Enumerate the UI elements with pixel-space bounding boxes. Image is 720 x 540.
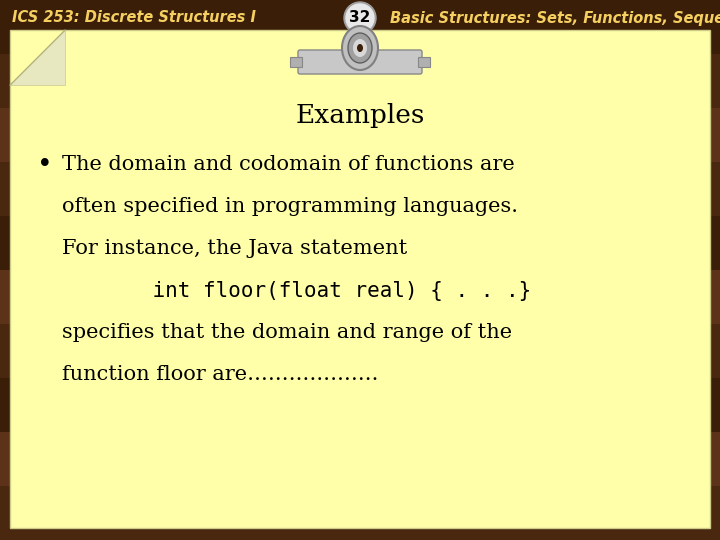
FancyBboxPatch shape — [0, 54, 720, 108]
Polygon shape — [10, 30, 65, 85]
FancyBboxPatch shape — [0, 432, 720, 486]
FancyBboxPatch shape — [0, 108, 720, 162]
Text: 32: 32 — [349, 10, 371, 25]
Ellipse shape — [348, 33, 372, 63]
FancyBboxPatch shape — [290, 57, 302, 67]
FancyBboxPatch shape — [0, 324, 720, 378]
Text: The domain and codomain of functions are: The domain and codomain of functions are — [62, 156, 515, 174]
Text: Examples: Examples — [295, 103, 425, 127]
Ellipse shape — [357, 44, 363, 52]
Circle shape — [344, 2, 376, 34]
FancyBboxPatch shape — [0, 270, 720, 324]
FancyBboxPatch shape — [10, 30, 710, 528]
Text: specifies that the domain and range of the: specifies that the domain and range of t… — [62, 323, 512, 342]
Text: For instance, the Java statement: For instance, the Java statement — [62, 240, 408, 259]
Circle shape — [346, 4, 374, 32]
FancyBboxPatch shape — [0, 378, 720, 432]
FancyBboxPatch shape — [0, 216, 720, 270]
FancyBboxPatch shape — [298, 50, 422, 74]
FancyBboxPatch shape — [0, 0, 720, 54]
Polygon shape — [10, 30, 65, 85]
Text: Basic Structures: Sets, Functions, Sequences and Sums: Basic Structures: Sets, Functions, Seque… — [390, 10, 720, 25]
FancyBboxPatch shape — [0, 162, 720, 216]
Text: •: • — [37, 152, 53, 178]
Text: ICS 253: Discrete Structures I: ICS 253: Discrete Structures I — [12, 10, 256, 25]
Text: int floor(float real) { . . .}: int floor(float real) { . . .} — [102, 281, 531, 301]
Ellipse shape — [353, 39, 367, 57]
Text: function floor are……………….: function floor are………………. — [62, 366, 379, 384]
Text: often specified in programming languages.: often specified in programming languages… — [62, 198, 518, 217]
Ellipse shape — [342, 26, 378, 70]
FancyBboxPatch shape — [0, 486, 720, 540]
FancyBboxPatch shape — [418, 57, 430, 67]
